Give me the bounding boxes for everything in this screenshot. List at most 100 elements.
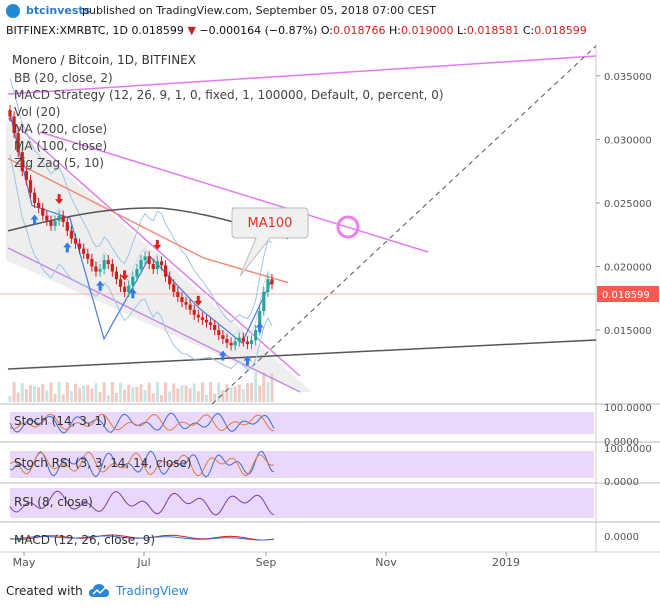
- volume-bar: [8, 396, 12, 402]
- stoch-d-line: [9, 413, 275, 432]
- sell-arrow-icon: [153, 239, 162, 250]
- stoch-rsi-k-line: [9, 450, 275, 478]
- sell-arrow-icon: [120, 270, 129, 281]
- last-price-badge: [597, 286, 659, 302]
- volume-bar: [110, 382, 114, 402]
- volume-bar: [53, 393, 57, 402]
- candle-body: [249, 340, 254, 345]
- candle-body: [143, 256, 147, 261]
- volume-bar: [241, 389, 245, 402]
- close-value: 0.018599: [534, 24, 587, 37]
- candle-body: [135, 269, 139, 277]
- candle-body: [8, 110, 12, 117]
- bb-lower: [9, 154, 273, 371]
- candle-body: [114, 271, 119, 280]
- volume-bar: [65, 382, 69, 402]
- candle-body: [94, 266, 98, 272]
- buy-arrow-icon: [255, 322, 264, 333]
- candle-body: [131, 276, 135, 286]
- price-change: −0.000164 (−0.87%): [199, 24, 318, 37]
- volume-bar: [180, 385, 184, 402]
- volume-bar: [225, 384, 229, 402]
- candle-body: [245, 341, 250, 345]
- time-tick-label: Jul: [136, 556, 150, 569]
- volume-bar: [139, 384, 143, 402]
- buy-arrow-icon: [30, 214, 39, 225]
- volume-bar: [184, 385, 188, 402]
- volume-bar: [12, 382, 16, 402]
- volume-bar: [155, 382, 159, 402]
- buy-arrow-icon: [128, 288, 137, 299]
- volume-bar: [102, 382, 106, 402]
- volume-bar: [98, 391, 102, 402]
- author-avatar[interactable]: [6, 4, 20, 18]
- chart-canvas[interactable]: MA100 Monero / Bitcoin, 1D, BITFINEX BB …: [0, 44, 660, 574]
- candle-body: [188, 304, 192, 310]
- volume-bar: [205, 394, 208, 402]
- author-name[interactable]: btcinvests: [26, 4, 91, 17]
- candle-body: [180, 297, 184, 303]
- time-tick-label: Nov: [375, 556, 397, 569]
- volume-bar: [20, 383, 24, 402]
- candle-body: [49, 220, 53, 226]
- tradingview-brand[interactable]: TradingView: [116, 584, 189, 598]
- stoch-rsi-band: [10, 451, 594, 478]
- legend-item: BB (20, close, 2): [14, 71, 113, 85]
- volume-bar: [131, 386, 135, 402]
- legend-item: MA (100, close): [14, 139, 107, 153]
- bb-upper: [9, 78, 273, 323]
- volume-bar: [192, 383, 196, 402]
- low-label: L:: [457, 24, 467, 37]
- panel-tick-label: 100.0000: [604, 444, 652, 455]
- volume-bar: [49, 382, 53, 402]
- price-tick-label: 0.030000: [604, 135, 652, 146]
- price-tick-label: 0.025000: [604, 199, 652, 210]
- volume-bar: [221, 390, 225, 402]
- volume-bar: [106, 395, 110, 402]
- indicator-legend: BB (20, close, 2) MACD Strategy (12, 26, …: [14, 71, 444, 170]
- projection-dashed-line: [211, 45, 597, 405]
- oscillator-lines: [9, 412, 275, 541]
- candle-body: [57, 215, 61, 221]
- high-label: H:: [389, 24, 402, 37]
- candle-body: [102, 260, 106, 270]
- volume-bar: [200, 382, 204, 402]
- macd-signal-line: [9, 535, 275, 541]
- volume-bar: [119, 382, 123, 402]
- time-axis: May Jul Sep Nov 2019: [13, 552, 520, 569]
- volume-bar: [209, 382, 213, 402]
- buy-arrow-icon: [243, 355, 252, 366]
- highlight-circle: [336, 215, 360, 239]
- volume-bar: [41, 383, 45, 402]
- resistance-line: [39, 131, 429, 253]
- candle-body: [217, 330, 221, 336]
- candle-body: [106, 260, 110, 264]
- volume-bar: [37, 387, 41, 402]
- annotation-callout[interactable]: [231, 207, 309, 277]
- stoch-band: [10, 412, 594, 434]
- candle-body: [233, 341, 237, 346]
- candle-body: [98, 269, 102, 272]
- volume-bar: [90, 388, 94, 402]
- high-value: 0.019000: [401, 24, 454, 37]
- strategy-arrows: [30, 194, 264, 366]
- quote-line: BITFINEX:XMRBTC, 1D 0.018599 ▼ −0.000164…: [6, 24, 587, 37]
- candle-body: [41, 208, 45, 216]
- sell-arrow-icon: [194, 295, 203, 306]
- chart-area[interactable]: MA100 Monero / Bitcoin, 1D, BITFINEX BB …: [0, 44, 660, 574]
- stoch-k-line: [9, 412, 275, 434]
- time-tick-label: Sep: [256, 556, 277, 569]
- candle-body: [221, 335, 225, 339]
- chart-header: btcinvests published on TradingView.com,…: [0, 0, 660, 44]
- tradingview-cloud-icon[interactable]: [88, 583, 110, 599]
- rsi-line: [9, 490, 275, 516]
- legend-item: Vol (20): [14, 105, 60, 119]
- price-tick-label: 0.035000: [604, 72, 652, 83]
- candle-body: [127, 285, 131, 292]
- panel-tick-label: 100.0000: [604, 403, 652, 414]
- candle-body: [258, 311, 262, 331]
- volume-bar: [61, 394, 65, 402]
- candle-body: [213, 324, 217, 331]
- time-tick-label: 2019: [492, 556, 520, 569]
- candle-body: [118, 279, 123, 287]
